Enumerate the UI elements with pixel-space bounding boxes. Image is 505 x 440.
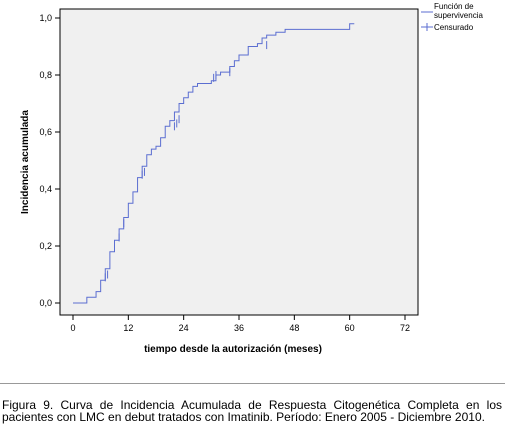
y-tick-label: 0,6 — [39, 127, 52, 137]
chart: 0 12 24 36 48 60 72 0,0 0,2 0,4 0,6 0,8 1,0 Incidenc… — [20, 2, 483, 355]
axis-ticks: 0 12 24 36 48 60 72 0,0 0,2 0,4 0,6 0,8 1,0 — [39, 13, 410, 333]
legend: Función de supervivencia Censurado — [421, 2, 483, 32]
y-axis-label: Incidencia acumulada — [20, 110, 31, 214]
legend-label-survival-2: supervivencia — [434, 11, 483, 20]
legend-label-censored: Censurado — [434, 23, 474, 32]
x-tick-label: 60 — [345, 323, 355, 333]
x-tick-label: 12 — [123, 323, 133, 333]
y-tick-label: 1,0 — [39, 13, 52, 23]
x-tick-label: 72 — [400, 323, 410, 333]
x-tick-label: 0 — [70, 323, 75, 333]
x-tick-label: 48 — [289, 323, 299, 333]
y-tick-label: 0,8 — [39, 70, 52, 80]
x-tick-label: 36 — [234, 323, 244, 333]
figure-caption: Figura 9. Curva de Incidencia Acumulada … — [2, 398, 502, 424]
x-axis-label: tiempo desde la autorización (meses) — [144, 344, 322, 355]
y-tick-label: 0,0 — [39, 298, 52, 308]
legend-label-survival-1: Función de — [434, 2, 474, 11]
censored-markers — [104, 41, 268, 282]
caption-divider — [0, 383, 505, 384]
y-tick-label: 0,4 — [39, 184, 52, 194]
x-tick-label: 24 — [179, 323, 189, 333]
y-tick-label: 0,2 — [39, 241, 52, 251]
